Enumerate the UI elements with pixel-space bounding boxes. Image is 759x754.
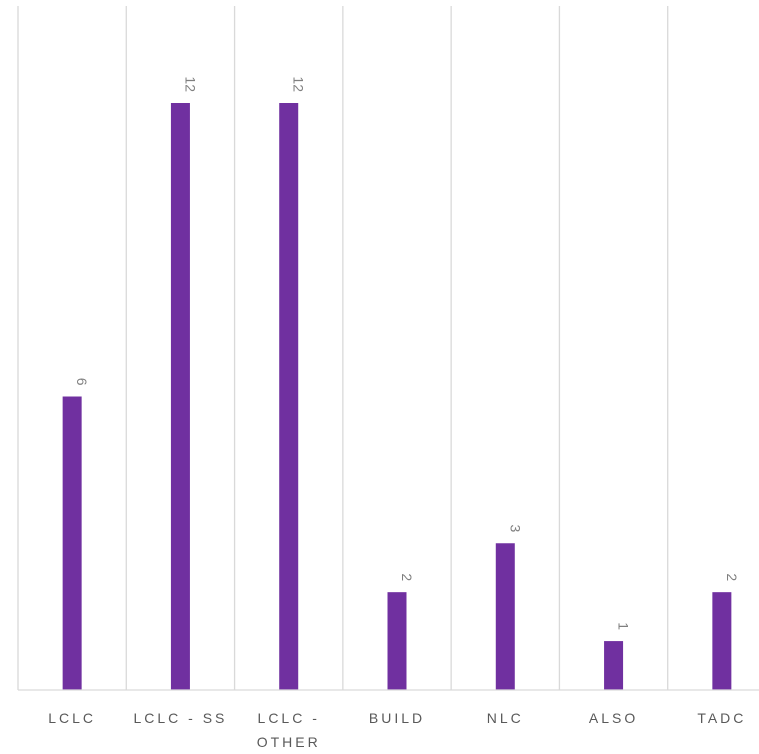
- bar: [712, 592, 732, 690]
- bar: [279, 103, 299, 690]
- bar: [170, 103, 190, 690]
- bar: [604, 641, 624, 690]
- data-label: 12: [182, 76, 198, 92]
- data-label: 3: [507, 524, 523, 532]
- data-label: 1: [616, 622, 632, 630]
- bar: [387, 592, 407, 690]
- category-label: TADC: [697, 710, 746, 726]
- grid-lines: [17, 6, 669, 690]
- bar: [62, 396, 82, 690]
- category-label: OTHER: [257, 734, 321, 750]
- category-label: LCLC - SS: [133, 710, 227, 726]
- category-label: NLC: [487, 710, 524, 726]
- data-label: 2: [724, 573, 740, 581]
- bars: [62, 103, 732, 690]
- category-label: LCLC -: [258, 710, 320, 726]
- category-label: LCLC: [48, 710, 96, 726]
- category-label: BUILD: [369, 710, 425, 726]
- data-label: 2: [399, 573, 415, 581]
- data-label: 6: [74, 378, 90, 386]
- category-label: ALSO: [589, 710, 638, 726]
- bar: [495, 543, 515, 690]
- category-axis-labels: LCLC LCLC - SS LCLC - OTHER BUILD NLC ALSO TADC: [48, 710, 746, 750]
- data-label: 12: [291, 76, 307, 92]
